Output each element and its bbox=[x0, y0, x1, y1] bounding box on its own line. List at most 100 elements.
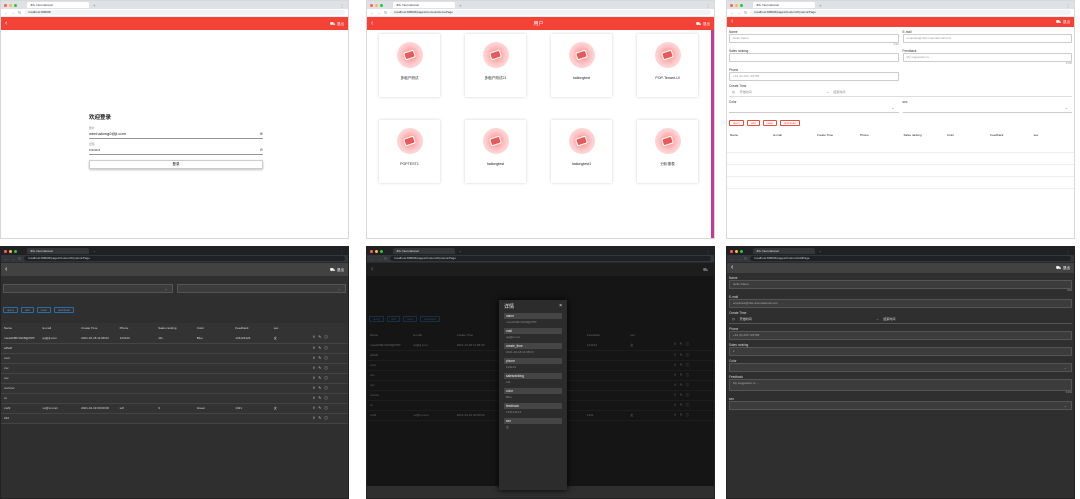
edit-icon[interactable]: ✎ bbox=[318, 405, 325, 410]
back-icon[interactable]: ← bbox=[730, 10, 734, 15]
browser-menu-icon[interactable]: ⋮ bbox=[706, 2, 710, 8]
tenant-tile[interactable]: 多租户测试21 bbox=[465, 34, 526, 97]
minimize-window-icon[interactable] bbox=[735, 3, 738, 7]
phone-input[interactable]: +44 (0) 203 720789 bbox=[729, 331, 1072, 340]
table-row[interactable]: sdfsdf ⇪✎ⓘ bbox=[1, 343, 348, 354]
info-icon[interactable]: ⓘ bbox=[324, 355, 331, 360]
column-header[interactable]: E-mail bbox=[773, 133, 782, 137]
upload-icon[interactable]: ⇪ bbox=[312, 345, 319, 350]
url-field[interactable]: localhost:8080/#/pages/Custom/AddPage bbox=[750, 256, 1071, 261]
info-icon[interactable]: ⓘ bbox=[324, 365, 331, 370]
upload-icon[interactable]: ⇪ bbox=[312, 415, 319, 420]
sales-ranking-input[interactable] bbox=[729, 53, 899, 62]
color-select[interactable]: ⌄ bbox=[729, 104, 899, 113]
upload-icon[interactable]: ⇪ bbox=[312, 395, 319, 400]
new-tab-icon[interactable]: + bbox=[93, 2, 96, 8]
column-header[interactable]: Phone bbox=[119, 326, 129, 330]
back-icon[interactable]: ← bbox=[4, 256, 8, 261]
name-input[interactable]: Hello Name bbox=[729, 34, 899, 43]
url-field[interactable]: localhost:8080/#/pages/Custom/DynamicPag… bbox=[24, 256, 345, 261]
browser-menu-icon[interactable]: ⋮ bbox=[340, 248, 344, 254]
column-header[interactable]: Sales ranking bbox=[158, 326, 177, 330]
tenant-tile[interactable]: 多租户测试 bbox=[379, 34, 440, 97]
edit-icon[interactable]: ✎ bbox=[318, 415, 325, 420]
back-arrow-icon[interactable]: ‹ bbox=[731, 18, 734, 25]
new-tab-icon[interactable]: + bbox=[459, 248, 462, 254]
back-arrow-icon[interactable]: ‹ bbox=[731, 264, 734, 271]
column-header[interactable]: Color bbox=[196, 326, 204, 330]
info-icon[interactable]: ⓘ bbox=[324, 405, 331, 410]
maximize-window-icon[interactable] bbox=[14, 3, 17, 7]
add-button[interactable]: add bbox=[21, 307, 34, 313]
back-arrow-icon[interactable]: ‹ bbox=[371, 20, 374, 27]
url-field[interactable]: localhost:8080/#/pages/Console/HomePage bbox=[390, 10, 711, 15]
table-row[interactable]: vvvvvvv ⇪✎ⓘ bbox=[1, 383, 348, 394]
query-button[interactable]: query bbox=[729, 120, 744, 126]
tenant-tile[interactable]: POPTEST1 bbox=[379, 120, 440, 183]
date-range-picker[interactable]: ◷ 开始时间 ~ 结束时间 bbox=[729, 315, 1072, 324]
reload-icon[interactable]: ↻ bbox=[744, 10, 748, 15]
download-button[interactable]: download bbox=[779, 120, 800, 126]
column-header[interactable]: Color bbox=[946, 133, 955, 137]
sales-ranking-input[interactable]: 1 bbox=[729, 347, 1072, 356]
minimize-window-icon[interactable] bbox=[735, 249, 738, 253]
query-button[interactable]: query bbox=[3, 307, 18, 313]
back-icon[interactable]: ← bbox=[4, 10, 8, 15]
new-tab-icon[interactable]: + bbox=[819, 248, 822, 254]
browser-tab[interactable]: JDL International bbox=[27, 248, 89, 254]
table-row[interactable]: vv22 vv@vv.com 2021-10-19 00:00:00 sdf 3 Gree… bbox=[1, 403, 348, 414]
sex-select[interactable]: ⌄ bbox=[176, 284, 346, 293]
logout-button[interactable]: ⛟ 退出 bbox=[330, 21, 344, 27]
reset-button[interactable]: reset bbox=[762, 120, 777, 126]
reload-icon[interactable]: ↻ bbox=[18, 256, 22, 261]
table-row[interactable]: vvv ⇪✎ⓘ bbox=[1, 373, 348, 384]
column-header[interactable]: Name bbox=[4, 326, 13, 330]
browser-tab[interactable]: JDL International bbox=[753, 2, 815, 8]
reload-icon[interactable]: ↻ bbox=[744, 256, 748, 261]
maximize-window-icon[interactable] bbox=[740, 3, 743, 7]
download-button[interactable]: download bbox=[53, 307, 74, 313]
back-arrow-icon[interactable]: ‹ bbox=[5, 20, 8, 27]
minimize-window-icon[interactable] bbox=[375, 3, 378, 7]
minimize-window-icon[interactable] bbox=[9, 3, 12, 7]
feedback-input[interactable]: My suggestion is ... bbox=[729, 379, 1072, 391]
close-window-icon[interactable] bbox=[370, 3, 373, 7]
edit-icon[interactable]: ✎ bbox=[318, 335, 325, 340]
url-field[interactable]: localhost:8080/#/pages/Custom/DynamicPag… bbox=[390, 256, 711, 261]
minimize-window-icon[interactable] bbox=[375, 249, 378, 253]
color-select[interactable]: ⌄ bbox=[729, 363, 1072, 372]
column-header[interactable]: Feedback bbox=[990, 133, 1004, 137]
column-header[interactable]: E-mail bbox=[42, 326, 52, 330]
account-field[interactable]: wenhailong0@jl.com ⊗ bbox=[89, 130, 263, 139]
new-tab-icon[interactable]: + bbox=[819, 2, 822, 8]
column-header[interactable]: Create Time bbox=[81, 326, 98, 330]
forward-icon[interactable]: → bbox=[11, 10, 15, 15]
info-icon[interactable]: ⓘ bbox=[324, 345, 331, 350]
forward-icon[interactable]: → bbox=[11, 256, 15, 261]
sex-select[interactable]: ⌄ bbox=[902, 104, 1072, 113]
edit-icon[interactable]: ✎ bbox=[318, 375, 325, 380]
date-range-picker[interactable]: ◷ 开始时间 ~ 结束时间 bbox=[729, 88, 1072, 97]
column-header[interactable]: Name bbox=[730, 133, 739, 137]
maximize-window-icon[interactable] bbox=[380, 249, 383, 253]
upload-icon[interactable]: ⇪ bbox=[312, 385, 319, 390]
column-header[interactable]: Create Time bbox=[816, 133, 834, 137]
login-button[interactable]: 登录 bbox=[89, 160, 263, 169]
column-header[interactable]: Feedback bbox=[235, 326, 249, 330]
tenant-tile[interactable]: hailongtest bbox=[465, 120, 526, 183]
column-header[interactable]: sex bbox=[1033, 133, 1039, 137]
browser-menu-icon[interactable]: ⋮ bbox=[706, 248, 710, 254]
end-date[interactable]: 结束时间 bbox=[833, 90, 846, 94]
browser-tab[interactable]: JDL International bbox=[393, 2, 455, 8]
scrollbar[interactable] bbox=[711, 30, 714, 238]
sex-select[interactable]: ⌄ bbox=[729, 401, 1072, 410]
table-row[interactable]: vvvv ⇪✎ⓘ bbox=[1, 353, 348, 364]
logout-button[interactable]: ⛟ 退出 bbox=[1056, 19, 1070, 25]
close-window-icon[interactable] bbox=[370, 249, 373, 253]
upload-icon[interactable]: ⇪ bbox=[312, 405, 319, 410]
info-icon[interactable]: ⓘ bbox=[324, 415, 331, 420]
column-header[interactable]: sex bbox=[273, 326, 279, 330]
upload-icon[interactable]: ⇪ bbox=[312, 335, 319, 340]
reload-icon[interactable]: ↻ bbox=[384, 256, 388, 261]
